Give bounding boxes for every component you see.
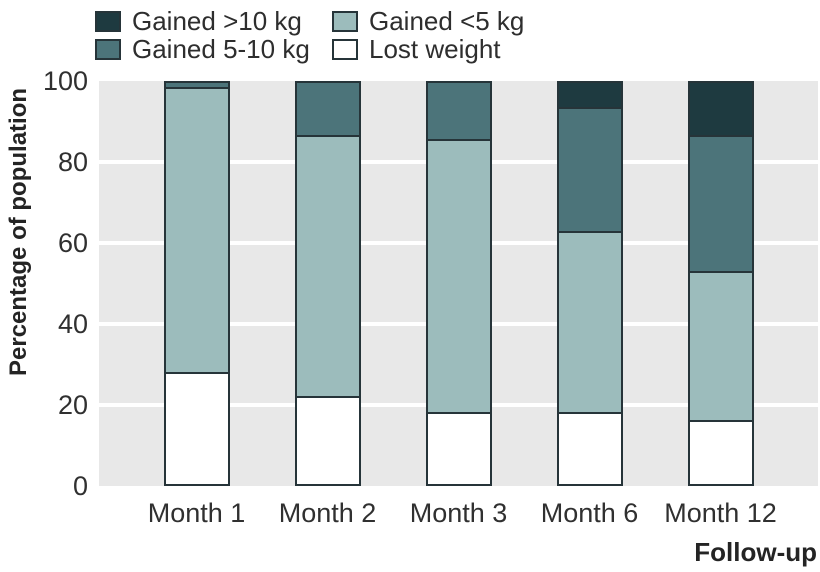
bar-segment-month-6-lost-weight bbox=[558, 411, 621, 484]
y-tick-label-100: 100 bbox=[42, 66, 88, 96]
y-tick-label-40: 40 bbox=[57, 309, 88, 339]
legend-label-gained-5-10kg: Gained 5-10 kg bbox=[132, 34, 310, 64]
bar-segment-month-1-gained-5-10-kg bbox=[165, 83, 228, 87]
y-tick-label-80: 80 bbox=[57, 147, 88, 177]
bar-segment-month-12-gained-5-10-kg bbox=[689, 135, 752, 272]
legend-item-gained-5-10kg: Gained 5-10 kg bbox=[95, 35, 332, 63]
legend-item-lost-weight: Lost weight bbox=[332, 35, 524, 63]
bar-segment-month-6-gained-5-10-kg bbox=[558, 107, 621, 232]
x-tick-label-month-6: Month 6 bbox=[540, 498, 639, 528]
bar-segment-month-12-gained-10-kg bbox=[689, 83, 752, 136]
legend-swatch-lost-weight-icon bbox=[332, 38, 358, 60]
legend-item-gained-gt10kg: Gained >10 kg bbox=[95, 7, 332, 35]
bar-segment-month-12-lost-weight bbox=[689, 419, 752, 484]
plot-area bbox=[99, 81, 818, 486]
x-tick-label-month-3: Month 3 bbox=[409, 498, 508, 528]
bar-month-1 bbox=[163, 81, 230, 486]
bar-month-6 bbox=[556, 81, 623, 486]
legend-swatch-gained-lt5kg-icon bbox=[332, 10, 358, 32]
x-axis-title: Follow-up bbox=[694, 537, 817, 567]
legend-label-gained-gt10kg: Gained >10 kg bbox=[132, 6, 302, 36]
bar-segment-month-6-gained-10-kg bbox=[558, 83, 621, 108]
x-tick-label-month-12: Month 12 bbox=[664, 498, 777, 528]
y-tick-label-60: 60 bbox=[57, 228, 88, 258]
bar-segment-month-3-lost-weight bbox=[427, 411, 490, 484]
x-tick-label-month-2: Month 2 bbox=[278, 498, 377, 528]
legend: Gained >10 kg Gained <5 kg Gained 5-10 k… bbox=[95, 7, 524, 63]
bar-segment-month-2-gained-5-10-kg bbox=[296, 83, 359, 136]
bar-segment-month-2-lost-weight bbox=[296, 395, 359, 484]
bar-segment-month-6-gained-5-kg bbox=[558, 231, 621, 412]
legend-item-gained-lt5kg: Gained <5 kg bbox=[332, 7, 524, 35]
y-tick-label-20: 20 bbox=[57, 390, 88, 420]
bar-segment-month-3-gained-5-10-kg bbox=[427, 83, 490, 140]
bar-segment-month-1-lost-weight bbox=[165, 371, 228, 484]
bar-segment-month-3-gained-5-kg bbox=[427, 139, 490, 412]
legend-swatch-gained-gt10kg-icon bbox=[95, 10, 121, 32]
bar-month-3 bbox=[425, 81, 492, 486]
x-tick-label-month-1: Month 1 bbox=[147, 498, 246, 528]
bar-segment-month-2-gained-5-kg bbox=[296, 135, 359, 396]
bar-month-12 bbox=[687, 81, 754, 486]
bar-segment-month-1-gained-5-kg bbox=[165, 87, 228, 372]
bar-month-2 bbox=[294, 81, 361, 486]
y-tick-label-0: 0 bbox=[72, 471, 88, 501]
bar-segment-month-12-gained-5-kg bbox=[689, 271, 752, 420]
legend-label-gained-lt5kg: Gained <5 kg bbox=[369, 6, 525, 36]
legend-swatch-gained-5-10kg-icon bbox=[95, 38, 121, 60]
legend-label-lost-weight: Lost weight bbox=[369, 34, 501, 64]
